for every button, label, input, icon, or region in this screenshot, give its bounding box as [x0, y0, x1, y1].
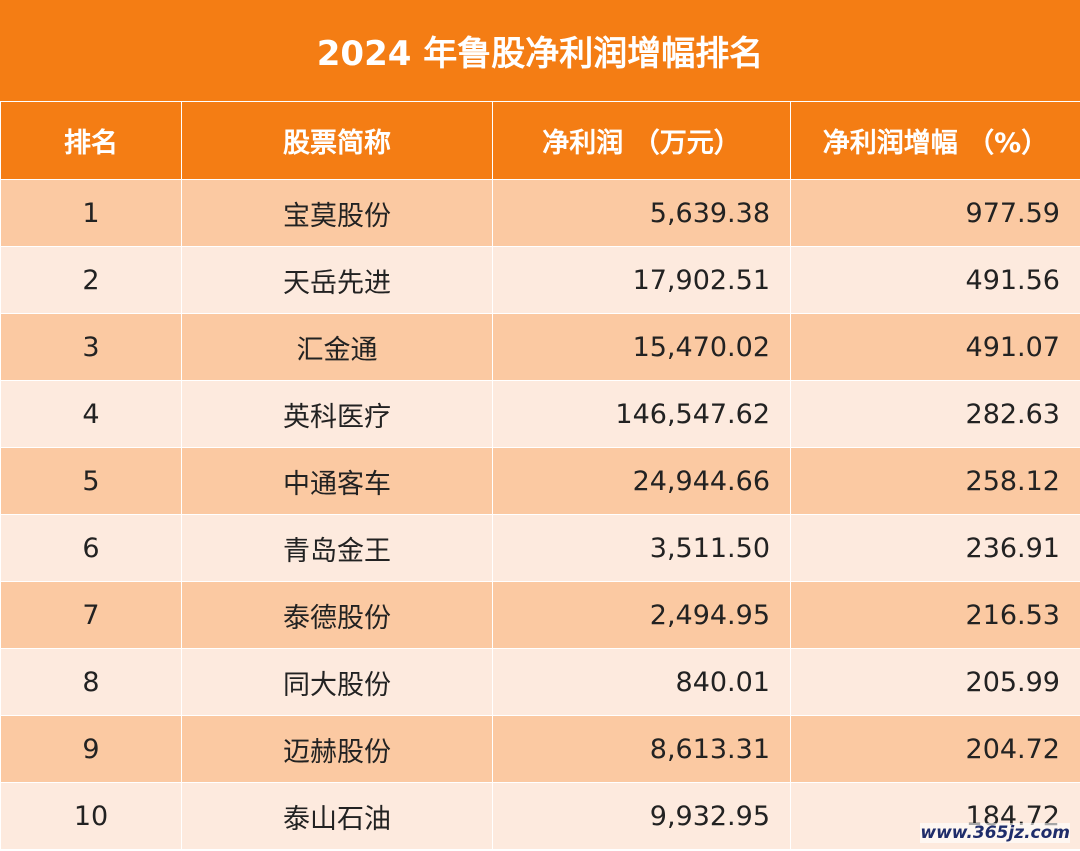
table-row: 2 天岳先进 17,902.51 491.56: [0, 246, 1080, 314]
table-row: 9 迈赫股份 8,613.31 204.72: [0, 715, 1080, 783]
growth-cell: 282.63: [790, 380, 1080, 448]
rank-cell: 4: [0, 380, 182, 448]
table-row: 7 泰德股份 2,494.95 216.53: [0, 581, 1080, 649]
net-profit-cell: 2,494.95: [492, 581, 791, 649]
net-profit-cell: 17,902.51: [492, 246, 791, 314]
stock-name-cell: 青岛金王: [181, 514, 493, 582]
growth-cell: 205.99: [790, 648, 1080, 716]
stock-name-cell: 汇金通: [181, 313, 493, 381]
stock-name-cell: 同大股份: [181, 648, 493, 716]
net-profit-cell: 8,613.31: [492, 715, 791, 783]
net-profit-cell: 9,932.95: [492, 782, 791, 850]
growth-cell: 236.91: [790, 514, 1080, 582]
stock-name-cell: 泰山石油: [181, 782, 493, 850]
rank-cell: 8: [0, 648, 182, 716]
table-row: 5 中通客车 24,944.66 258.12: [0, 447, 1080, 515]
net-profit-cell: 146,547.62: [492, 380, 791, 448]
growth-cell: 491.07: [790, 313, 1080, 381]
table-title: 2024 年鲁股净利润增幅排名: [0, 0, 1080, 101]
stock-name-cell: 中通客车: [181, 447, 493, 515]
rank-cell: 3: [0, 313, 182, 381]
stock-name-cell: 迈赫股份: [181, 715, 493, 783]
growth-cell: 216.53: [790, 581, 1080, 649]
stock-name-cell: 宝莫股份: [181, 179, 493, 247]
rank-cell: 5: [0, 447, 182, 515]
table-body: 1 宝莫股份 5,639.38 977.59 2 天岳先进 17,902.51 491.56 3…: [0, 179, 1080, 850]
stock-name-cell: 泰德股份: [181, 581, 493, 649]
header-row: 排名 股票简称 净利润 （万元） 净利润增幅 （%）: [0, 101, 1080, 180]
rank-cell: 6: [0, 514, 182, 582]
rank-cell: 7: [0, 581, 182, 649]
net-profit-cell: 24,944.66: [492, 447, 791, 515]
stock-name-cell: 天岳先进: [181, 246, 493, 314]
table-row: 10 泰山石油 9,932.95 184.72: [0, 782, 1080, 850]
table-row: 3 汇金通 15,470.02 491.07: [0, 313, 1080, 381]
column-header-rank: 排名: [0, 101, 182, 180]
watermark: www.365jz.com: [920, 823, 1070, 843]
growth-cell: 258.12: [790, 447, 1080, 515]
net-profit-cell: 5,639.38: [492, 179, 791, 247]
growth-cell: 491.56: [790, 246, 1080, 314]
column-header-net-profit: 净利润 （万元）: [492, 101, 791, 180]
column-header-growth: 净利润增幅 （%）: [790, 101, 1080, 180]
table-row: 8 同大股份 840.01 205.99: [0, 648, 1080, 716]
net-profit-cell: 15,470.02: [492, 313, 791, 381]
rank-cell: 2: [0, 246, 182, 314]
table-row: 4 英科医疗 146,547.62 282.63: [0, 380, 1080, 448]
stock-name-cell: 英科医疗: [181, 380, 493, 448]
growth-cell: 204.72: [790, 715, 1080, 783]
rank-cell: 9: [0, 715, 182, 783]
net-profit-cell: 840.01: [492, 648, 791, 716]
table-row: 1 宝莫股份 5,639.38 977.59: [0, 179, 1080, 247]
column-header-stock-name: 股票简称: [181, 101, 493, 180]
rank-cell: 1: [0, 179, 182, 247]
growth-cell: 977.59: [790, 179, 1080, 247]
table-row: 6 青岛金王 3,511.50 236.91: [0, 514, 1080, 582]
ranking-table: 排名 股票简称 净利润 （万元） 净利润增幅 （%） 1 宝莫股份 5,639.38…: [0, 101, 1080, 850]
net-profit-cell: 3,511.50: [492, 514, 791, 582]
rank-cell: 10: [0, 782, 182, 850]
